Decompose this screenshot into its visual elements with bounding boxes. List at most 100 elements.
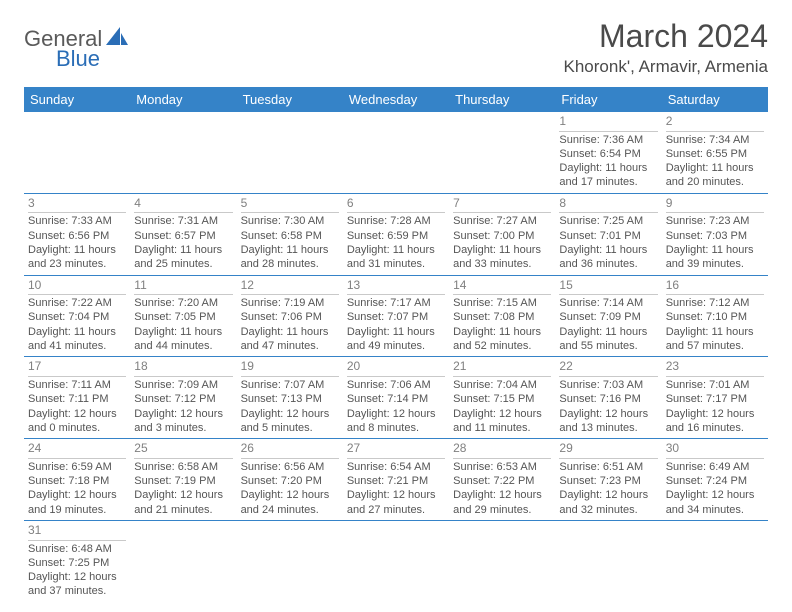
sunrise-line: Sunrise: 7:27 AM [453, 214, 551, 228]
calendar-cell: 28Sunrise: 6:53 AMSunset: 7:22 PMDayligh… [449, 439, 555, 521]
sunset-line: Sunset: 7:14 PM [347, 392, 445, 406]
sunrise-line: Sunrise: 7:19 AM [241, 296, 339, 310]
sunset-line: Sunset: 7:23 PM [559, 474, 657, 488]
sunset-line: Sunset: 7:25 PM [28, 556, 126, 570]
daylight-line: Daylight: 11 hours [666, 161, 764, 175]
daylight-line: Daylight: 12 hours [28, 570, 126, 584]
weekday-header: Tuesday [237, 87, 343, 112]
calendar-table: Sunday Monday Tuesday Wednesday Thursday… [24, 87, 768, 602]
calendar-row: 17Sunrise: 7:11 AMSunset: 7:11 PMDayligh… [24, 357, 768, 439]
day-number: 14 [453, 278, 551, 296]
calendar-cell: 7Sunrise: 7:27 AMSunset: 7:00 PMDaylight… [449, 193, 555, 275]
sunrise-line: Sunrise: 7:30 AM [241, 214, 339, 228]
calendar-cell: 25Sunrise: 6:58 AMSunset: 7:19 PMDayligh… [130, 439, 236, 521]
daylight-line: Daylight: 12 hours [453, 407, 551, 421]
daylight-line: Daylight: 11 hours [241, 243, 339, 257]
daylight-line2: and 0 minutes. [28, 421, 126, 435]
logo-text-blue: Blue [56, 46, 100, 71]
daylight-line2: and 41 minutes. [28, 339, 126, 353]
weekday-header: Wednesday [343, 87, 449, 112]
daylight-line2: and 28 minutes. [241, 257, 339, 271]
sunrise-line: Sunrise: 7:11 AM [28, 378, 126, 392]
weekday-header: Sunday [24, 87, 130, 112]
daylight-line: Daylight: 11 hours [453, 243, 551, 257]
day-number: 5 [241, 196, 339, 214]
daylight-line: Daylight: 11 hours [347, 325, 445, 339]
calendar-cell: 30Sunrise: 6:49 AMSunset: 7:24 PMDayligh… [662, 439, 768, 521]
sunrise-line: Sunrise: 6:54 AM [347, 460, 445, 474]
calendar-cell: 2Sunrise: 7:34 AMSunset: 6:55 PMDaylight… [662, 112, 768, 193]
daylight-line2: and 57 minutes. [666, 339, 764, 353]
calendar-row: 10Sunrise: 7:22 AMSunset: 7:04 PMDayligh… [24, 275, 768, 357]
daylight-line2: and 34 minutes. [666, 503, 764, 517]
location-line: Khoronk', Armavir, Armenia [564, 57, 769, 77]
sunrise-line: Sunrise: 7:36 AM [559, 133, 657, 147]
day-number: 26 [241, 441, 339, 459]
sunset-line: Sunset: 7:15 PM [453, 392, 551, 406]
calendar-cell: 21Sunrise: 7:04 AMSunset: 7:15 PMDayligh… [449, 357, 555, 439]
daylight-line: Daylight: 11 hours [134, 325, 232, 339]
daylight-line2: and 3 minutes. [134, 421, 232, 435]
calendar-cell: 27Sunrise: 6:54 AMSunset: 7:21 PMDayligh… [343, 439, 449, 521]
daylight-line: Daylight: 11 hours [666, 243, 764, 257]
daylight-line2: and 5 minutes. [241, 421, 339, 435]
day-number: 13 [347, 278, 445, 296]
daylight-line2: and 19 minutes. [28, 503, 126, 517]
day-number: 23 [666, 359, 764, 377]
month-title: March 2024 [564, 18, 769, 55]
calendar-cell [449, 520, 555, 601]
daylight-line: Daylight: 11 hours [241, 325, 339, 339]
sunset-line: Sunset: 7:18 PM [28, 474, 126, 488]
daylight-line2: and 31 minutes. [347, 257, 445, 271]
daylight-line: Daylight: 12 hours [666, 488, 764, 502]
sunset-line: Sunset: 6:57 PM [134, 229, 232, 243]
daylight-line2: and 52 minutes. [453, 339, 551, 353]
daylight-line2: and 8 minutes. [347, 421, 445, 435]
daylight-line2: and 17 minutes. [559, 175, 657, 189]
day-number: 12 [241, 278, 339, 296]
sunset-line: Sunset: 6:58 PM [241, 229, 339, 243]
calendar-cell: 10Sunrise: 7:22 AMSunset: 7:04 PMDayligh… [24, 275, 130, 357]
sunrise-line: Sunrise: 7:20 AM [134, 296, 232, 310]
calendar-cell: 12Sunrise: 7:19 AMSunset: 7:06 PMDayligh… [237, 275, 343, 357]
day-number: 22 [559, 359, 657, 377]
sunrise-line: Sunrise: 7:28 AM [347, 214, 445, 228]
calendar-row: 31Sunrise: 6:48 AMSunset: 7:25 PMDayligh… [24, 520, 768, 601]
day-number: 24 [28, 441, 126, 459]
day-number: 11 [134, 278, 232, 296]
sunrise-line: Sunrise: 7:25 AM [559, 214, 657, 228]
daylight-line2: and 23 minutes. [28, 257, 126, 271]
day-number: 1 [559, 114, 657, 132]
day-number: 27 [347, 441, 445, 459]
sunset-line: Sunset: 7:06 PM [241, 310, 339, 324]
day-number: 2 [666, 114, 764, 132]
calendar-cell [343, 112, 449, 193]
day-number: 15 [559, 278, 657, 296]
calendar-cell: 24Sunrise: 6:59 AMSunset: 7:18 PMDayligh… [24, 439, 130, 521]
calendar-cell [237, 520, 343, 601]
sunset-line: Sunset: 7:12 PM [134, 392, 232, 406]
calendar-cell: 23Sunrise: 7:01 AMSunset: 7:17 PMDayligh… [662, 357, 768, 439]
daylight-line2: and 37 minutes. [28, 584, 126, 598]
day-number: 20 [347, 359, 445, 377]
calendar-cell: 9Sunrise: 7:23 AMSunset: 7:03 PMDaylight… [662, 193, 768, 275]
day-number: 8 [559, 196, 657, 214]
daylight-line: Daylight: 12 hours [347, 407, 445, 421]
day-number: 17 [28, 359, 126, 377]
daylight-line: Daylight: 12 hours [134, 407, 232, 421]
daylight-line: Daylight: 11 hours [559, 325, 657, 339]
sunrise-line: Sunrise: 7:04 AM [453, 378, 551, 392]
daylight-line: Daylight: 11 hours [453, 325, 551, 339]
sunset-line: Sunset: 7:01 PM [559, 229, 657, 243]
sunset-line: Sunset: 7:17 PM [666, 392, 764, 406]
daylight-line2: and 25 minutes. [134, 257, 232, 271]
sunset-line: Sunset: 7:07 PM [347, 310, 445, 324]
daylight-line: Daylight: 12 hours [134, 488, 232, 502]
daylight-line2: and 20 minutes. [666, 175, 764, 189]
day-number: 9 [666, 196, 764, 214]
weekday-header-row: Sunday Monday Tuesday Wednesday Thursday… [24, 87, 768, 112]
sunrise-line: Sunrise: 7:07 AM [241, 378, 339, 392]
calendar-cell: 15Sunrise: 7:14 AMSunset: 7:09 PMDayligh… [555, 275, 661, 357]
sunset-line: Sunset: 7:19 PM [134, 474, 232, 488]
sunrise-line: Sunrise: 7:22 AM [28, 296, 126, 310]
